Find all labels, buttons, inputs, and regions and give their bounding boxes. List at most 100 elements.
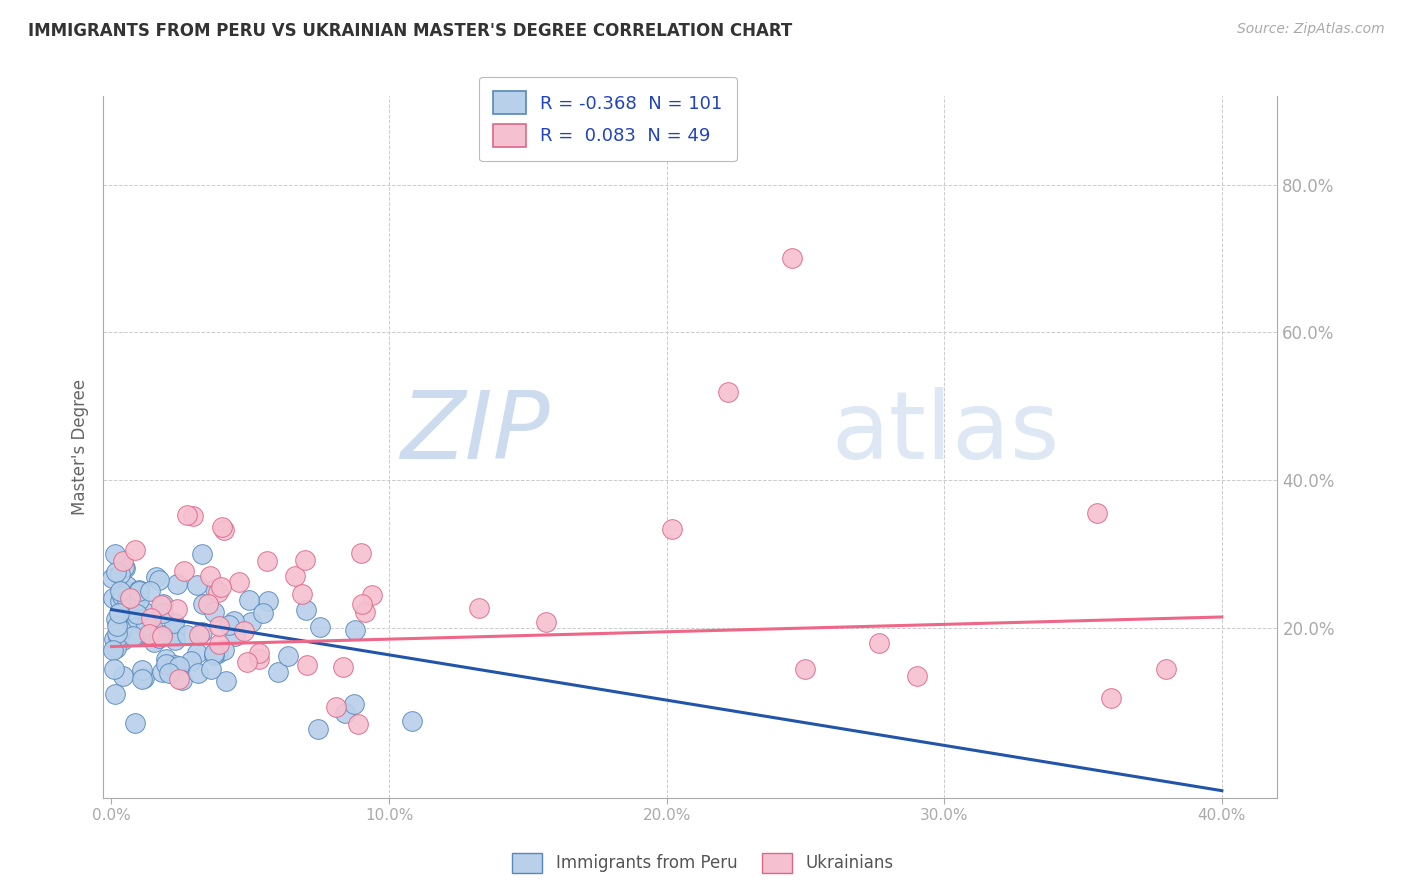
Point — [145, 570, 167, 584]
Point — [176, 508, 198, 522]
Point — [176, 628, 198, 642]
Point — [209, 580, 232, 594]
Point — [290, 587, 312, 601]
Point — [794, 662, 817, 676]
Point — [131, 664, 153, 678]
Point — [401, 714, 423, 729]
Point — [222, 614, 245, 628]
Point — [124, 715, 146, 730]
Point — [108, 566, 131, 581]
Point — [294, 553, 316, 567]
Point — [111, 624, 134, 638]
Point — [335, 706, 357, 720]
Point — [191, 547, 214, 561]
Point — [114, 561, 136, 575]
Point — [112, 554, 135, 568]
Point — [124, 543, 146, 558]
Point — [155, 657, 177, 672]
Point — [101, 571, 124, 585]
Point — [212, 642, 235, 657]
Point — [112, 669, 135, 683]
Point — [905, 669, 928, 683]
Point — [228, 575, 250, 590]
Point — [104, 547, 127, 561]
Point — [163, 658, 186, 673]
Point — [343, 698, 366, 712]
Point — [115, 579, 138, 593]
Point — [105, 612, 128, 626]
Point — [187, 628, 209, 642]
Point — [197, 597, 219, 611]
Point — [186, 578, 208, 592]
Point — [215, 674, 238, 689]
Point — [167, 672, 190, 686]
Point — [120, 591, 142, 605]
Point — [170, 673, 193, 687]
Point — [1085, 507, 1108, 521]
Point — [128, 583, 150, 598]
Point — [202, 646, 225, 660]
Point — [103, 632, 125, 647]
Point — [247, 646, 270, 660]
Point — [114, 584, 136, 599]
Point — [152, 606, 174, 620]
Point — [198, 568, 221, 582]
Point — [105, 626, 128, 640]
Point — [165, 661, 187, 675]
Text: IMMIGRANTS FROM PERU VS UKRAINIAN MASTER'S DEGREE CORRELATION CHART: IMMIGRANTS FROM PERU VS UKRAINIAN MASTER… — [28, 22, 793, 40]
Text: ZIP: ZIP — [399, 387, 550, 478]
Point — [135, 617, 157, 632]
Point — [717, 384, 740, 399]
Point — [110, 594, 132, 608]
Point — [661, 522, 683, 536]
Point — [208, 637, 231, 651]
Text: atlas: atlas — [831, 387, 1060, 479]
Point — [232, 624, 254, 639]
Point — [180, 654, 202, 668]
Point — [138, 627, 160, 641]
Point — [107, 630, 129, 644]
Point — [165, 632, 187, 647]
Point — [107, 628, 129, 642]
Point — [307, 722, 329, 736]
Point — [277, 648, 299, 663]
Point — [114, 560, 136, 574]
Point — [139, 629, 162, 643]
Point — [141, 619, 163, 633]
Point — [256, 554, 278, 568]
Point — [780, 252, 803, 266]
Point — [167, 658, 190, 673]
Point — [105, 565, 128, 579]
Point — [1099, 691, 1122, 706]
Point — [139, 583, 162, 598]
Y-axis label: Master's Degree: Master's Degree — [72, 379, 89, 515]
Point — [103, 662, 125, 676]
Point — [166, 577, 188, 591]
Point — [125, 627, 148, 641]
Point — [1156, 662, 1178, 676]
Point — [238, 593, 260, 607]
Point — [536, 615, 558, 629]
Point — [191, 624, 214, 639]
Point — [350, 597, 373, 611]
Point — [247, 652, 270, 666]
Point — [127, 607, 149, 622]
Point — [150, 598, 173, 612]
Legend: R = -0.368  N = 101, R =  0.083  N = 49: R = -0.368 N = 101, R = 0.083 N = 49 — [479, 77, 737, 161]
Point — [224, 629, 246, 643]
Point — [343, 624, 366, 638]
Point — [132, 671, 155, 685]
Point — [208, 619, 231, 633]
Point — [122, 629, 145, 643]
Point — [236, 655, 259, 669]
Point — [354, 605, 377, 619]
Point — [132, 604, 155, 618]
Point — [150, 629, 173, 643]
Point — [125, 612, 148, 626]
Point — [131, 672, 153, 686]
Point — [115, 592, 138, 607]
Point — [284, 568, 307, 582]
Point — [115, 597, 138, 611]
Point — [252, 606, 274, 620]
Point — [124, 630, 146, 644]
